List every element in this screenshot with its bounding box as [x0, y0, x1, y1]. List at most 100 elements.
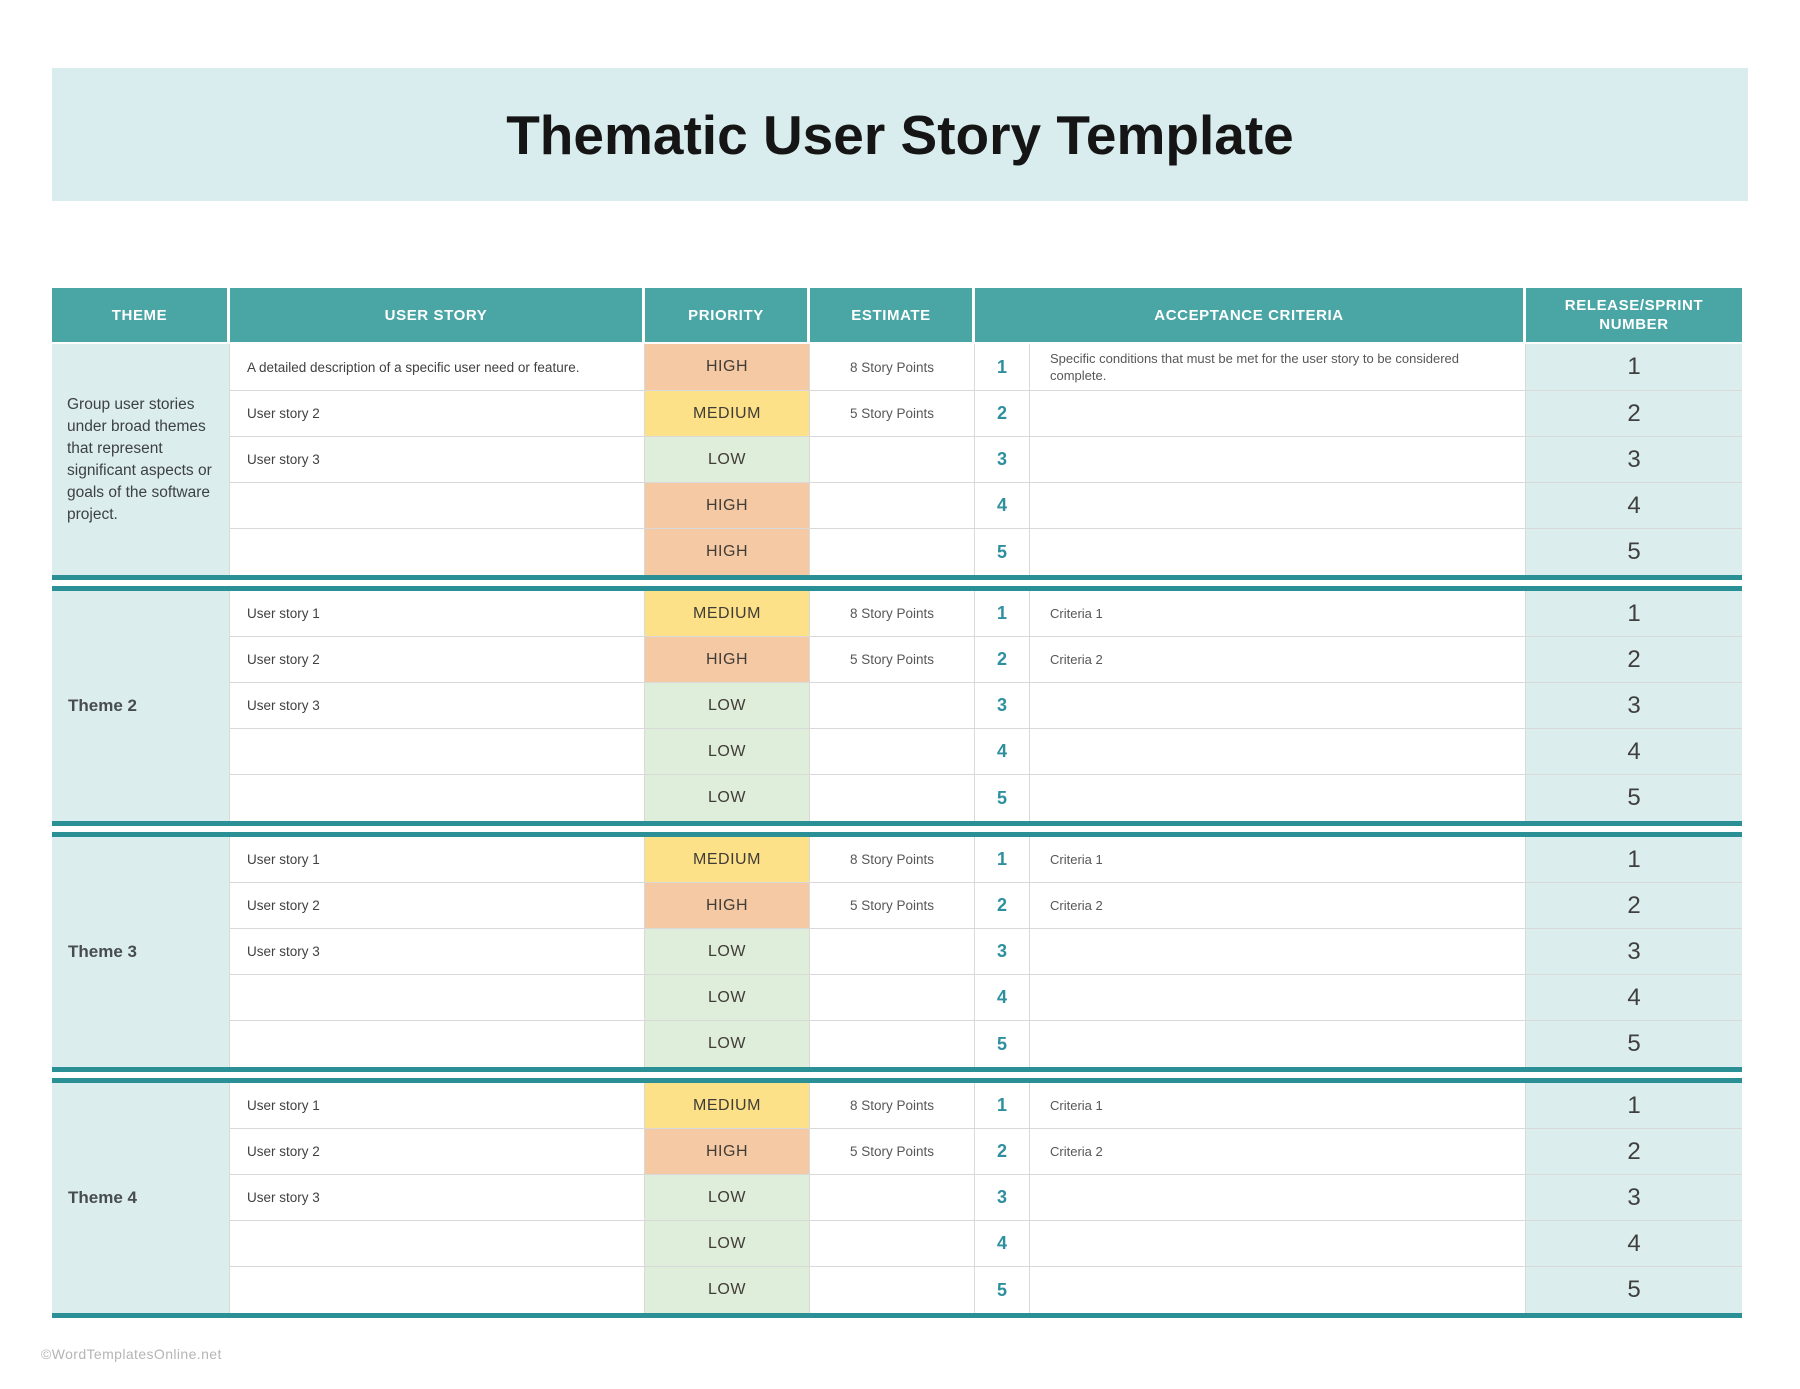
priority-cell[interactable]: HIGH — [645, 883, 810, 929]
acceptance-criteria-cell[interactable] — [1030, 1021, 1526, 1067]
estimate-cell[interactable]: 8 Story Points — [810, 837, 975, 883]
acceptance-criteria-cell[interactable]: Criteria 2 — [1030, 1129, 1526, 1175]
user-story-cell[interactable]: User story 2 — [230, 883, 645, 929]
estimate-cell[interactable]: 5 Story Points — [810, 391, 975, 437]
release-number-cell[interactable]: 4 — [1526, 1221, 1742, 1267]
estimate-cell[interactable] — [810, 1021, 975, 1067]
acceptance-criteria-cell[interactable] — [1030, 1267, 1526, 1313]
acceptance-criteria-cell[interactable]: Specific conditions that must be met for… — [1030, 344, 1526, 391]
priority-cell[interactable]: LOW — [645, 1175, 810, 1221]
estimate-cell[interactable] — [810, 529, 975, 575]
release-number-cell[interactable]: 3 — [1526, 929, 1742, 975]
estimate-cell[interactable]: 5 Story Points — [810, 883, 975, 929]
release-number-cell[interactable]: 5 — [1526, 1267, 1742, 1313]
user-story-cell[interactable]: User story 3 — [230, 437, 645, 483]
acceptance-criteria-cell[interactable] — [1030, 683, 1526, 729]
user-story-cell[interactable] — [230, 729, 645, 775]
user-story-cell[interactable]: User story 3 — [230, 683, 645, 729]
release-number-cell[interactable]: 3 — [1526, 1175, 1742, 1221]
priority-cell[interactable]: MEDIUM — [645, 391, 810, 437]
priority-cell[interactable]: LOW — [645, 775, 810, 821]
priority-cell[interactable]: HIGH — [645, 1129, 810, 1175]
theme-cell[interactable]: Theme 2 — [52, 591, 230, 821]
user-story-cell[interactable] — [230, 1267, 645, 1313]
estimate-cell[interactable] — [810, 929, 975, 975]
user-story-cell[interactable]: User story 2 — [230, 1129, 645, 1175]
acceptance-criteria-cell[interactable] — [1030, 483, 1526, 529]
acceptance-criteria-cell[interactable]: Criteria 2 — [1030, 883, 1526, 929]
release-number-cell[interactable]: 2 — [1526, 637, 1742, 683]
release-number-cell[interactable]: 4 — [1526, 729, 1742, 775]
release-number-cell[interactable]: 2 — [1526, 1129, 1742, 1175]
user-story-cell[interactable] — [230, 1221, 645, 1267]
release-number-cell[interactable]: 2 — [1526, 883, 1742, 929]
estimate-cell[interactable] — [810, 1175, 975, 1221]
acceptance-criteria-cell[interactable]: Criteria 2 — [1030, 637, 1526, 683]
estimate-cell[interactable] — [810, 483, 975, 529]
acceptance-criteria-cell[interactable] — [1030, 775, 1526, 821]
priority-cell[interactable]: HIGH — [645, 483, 810, 529]
user-story-cell[interactable]: A detailed description of a specific use… — [230, 344, 645, 391]
priority-cell[interactable]: HIGH — [645, 637, 810, 683]
release-number-cell[interactable]: 3 — [1526, 683, 1742, 729]
estimate-cell[interactable]: 8 Story Points — [810, 344, 975, 391]
release-number-cell[interactable]: 1 — [1526, 344, 1742, 391]
priority-cell[interactable]: MEDIUM — [645, 837, 810, 883]
estimate-cell[interactable]: 5 Story Points — [810, 637, 975, 683]
user-story-cell[interactable]: User story 1 — [230, 1083, 645, 1129]
estimate-cell[interactable] — [810, 975, 975, 1021]
acceptance-criteria-cell[interactable]: Criteria 1 — [1030, 837, 1526, 883]
user-story-cell[interactable]: User story 2 — [230, 391, 645, 437]
priority-cell[interactable]: MEDIUM — [645, 1083, 810, 1129]
acceptance-criteria-cell[interactable]: Criteria 1 — [1030, 1083, 1526, 1129]
acceptance-criteria-cell[interactable]: Criteria 1 — [1030, 591, 1526, 637]
release-number-cell[interactable]: 5 — [1526, 1021, 1742, 1067]
acceptance-criteria-cell[interactable] — [1030, 529, 1526, 575]
user-story-cell[interactable] — [230, 975, 645, 1021]
priority-cell[interactable]: LOW — [645, 729, 810, 775]
theme-cell[interactable]: Theme 3 — [52, 837, 230, 1067]
priority-cell[interactable]: HIGH — [645, 344, 810, 391]
acceptance-criteria-cell[interactable] — [1030, 929, 1526, 975]
estimate-cell[interactable]: 5 Story Points — [810, 1129, 975, 1175]
priority-cell[interactable]: LOW — [645, 437, 810, 483]
estimate-cell[interactable] — [810, 1221, 975, 1267]
acceptance-criteria-cell[interactable] — [1030, 437, 1526, 483]
theme-cell[interactable]: Group user stories under broad themes th… — [52, 344, 230, 575]
estimate-cell[interactable] — [810, 683, 975, 729]
priority-cell[interactable]: LOW — [645, 1221, 810, 1267]
acceptance-criteria-cell[interactable] — [1030, 1221, 1526, 1267]
estimate-cell[interactable] — [810, 1267, 975, 1313]
estimate-cell[interactable]: 8 Story Points — [810, 1083, 975, 1129]
release-number-cell[interactable]: 4 — [1526, 483, 1742, 529]
user-story-cell[interactable] — [230, 775, 645, 821]
acceptance-criteria-cell[interactable] — [1030, 391, 1526, 437]
release-number-cell[interactable]: 1 — [1526, 1083, 1742, 1129]
release-number-cell[interactable]: 5 — [1526, 529, 1742, 575]
priority-cell[interactable]: LOW — [645, 975, 810, 1021]
release-number-cell[interactable]: 1 — [1526, 591, 1742, 637]
estimate-cell[interactable] — [810, 437, 975, 483]
priority-cell[interactable]: LOW — [645, 683, 810, 729]
priority-cell[interactable]: MEDIUM — [645, 591, 810, 637]
user-story-cell[interactable] — [230, 529, 645, 575]
user-story-cell[interactable] — [230, 483, 645, 529]
priority-cell[interactable]: LOW — [645, 1267, 810, 1313]
estimate-cell[interactable] — [810, 729, 975, 775]
priority-cell[interactable]: LOW — [645, 1021, 810, 1067]
estimate-cell[interactable] — [810, 775, 975, 821]
user-story-cell[interactable] — [230, 1021, 645, 1067]
priority-cell[interactable]: LOW — [645, 929, 810, 975]
user-story-cell[interactable]: User story 3 — [230, 929, 645, 975]
release-number-cell[interactable]: 1 — [1526, 837, 1742, 883]
user-story-cell[interactable]: User story 2 — [230, 637, 645, 683]
acceptance-criteria-cell[interactable] — [1030, 1175, 1526, 1221]
estimate-cell[interactable]: 8 Story Points — [810, 591, 975, 637]
user-story-cell[interactable]: User story 3 — [230, 1175, 645, 1221]
release-number-cell[interactable]: 4 — [1526, 975, 1742, 1021]
acceptance-criteria-cell[interactable] — [1030, 729, 1526, 775]
priority-cell[interactable]: HIGH — [645, 529, 810, 575]
release-number-cell[interactable]: 3 — [1526, 437, 1742, 483]
user-story-cell[interactable]: User story 1 — [230, 591, 645, 637]
user-story-cell[interactable]: User story 1 — [230, 837, 645, 883]
